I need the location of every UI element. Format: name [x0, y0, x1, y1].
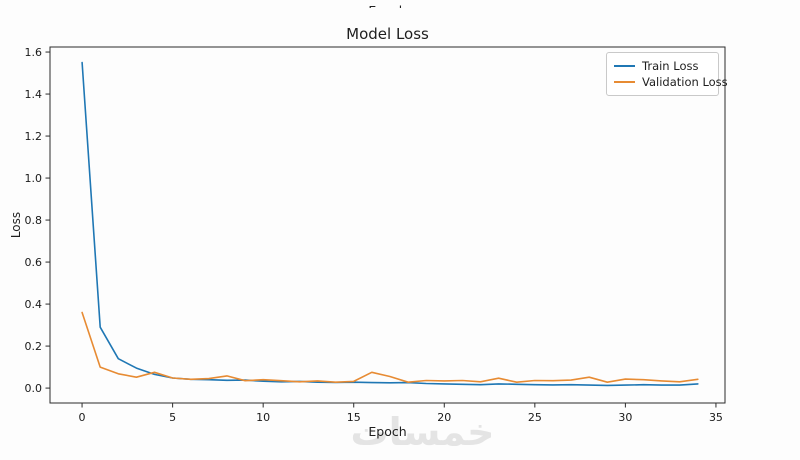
plot-border [49, 46, 726, 404]
y-tick-label-0: 0.0 [25, 382, 43, 395]
cropped-epoch-label-above: Epoch [50, 0, 725, 8]
y-tick-label-1.2: 1.2 [25, 130, 43, 143]
x-tick-label-15: 15 [347, 411, 361, 424]
y-tick-label-0.2: 0.2 [25, 340, 43, 353]
y-tick-label-1.6: 1.6 [25, 46, 43, 59]
legend-label-train-loss: Train Loss [642, 59, 699, 73]
validation-loss-line-swatch [614, 81, 635, 83]
x-axis-label: Epoch [368, 424, 407, 439]
cropped-epoch-label-text: Epoch [368, 3, 406, 8]
y-tick-label-0.8: 0.8 [25, 214, 43, 227]
x-tick-label-5: 5 [169, 411, 176, 424]
x-tick-label-35: 35 [709, 411, 723, 424]
chart-title: Model Loss [346, 25, 429, 43]
x-tick-label-20: 20 [437, 411, 451, 424]
y-axis-label: Loss [9, 211, 23, 239]
legend-item-validation-loss: Validation Loss [614, 74, 728, 90]
x-tick-label-0: 0 [79, 411, 86, 424]
train-loss-line-swatch [614, 65, 635, 67]
watermark-text: خمسات [350, 410, 495, 454]
y-tick-label-0.4: 0.4 [25, 298, 43, 311]
y-tick-label-1: 1.0 [25, 172, 43, 185]
legend-item-train-loss: Train Loss [614, 58, 710, 74]
y-tick-label-0.6: 0.6 [25, 256, 43, 269]
x-tick-label-25: 25 [528, 411, 542, 424]
legend-label-validation-loss: Validation Loss [642, 75, 728, 89]
legend: Train Loss Validation Loss [606, 52, 728, 96]
x-tick-label-10: 10 [256, 411, 270, 424]
validation-loss-line [81, 311, 699, 384]
train-loss-line [81, 61, 699, 387]
y-tick-label-1.4: 1.4 [25, 88, 43, 101]
x-tick-label-30: 30 [618, 411, 632, 424]
